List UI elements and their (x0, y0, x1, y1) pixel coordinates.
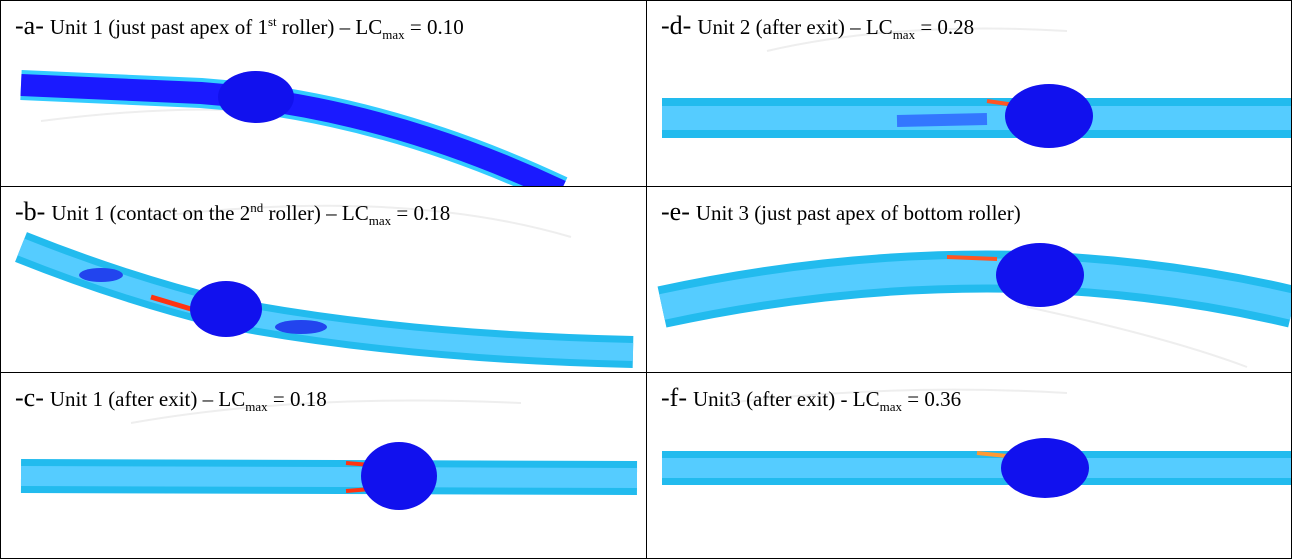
caption-text: = 0.18 (267, 387, 327, 411)
panel: -a- Unit 1 (just past apex of 1st roller)… (0, 0, 647, 187)
panel-label: -e- (661, 197, 690, 226)
caption-sub: max (245, 399, 268, 415)
caption-text: Unit 1 (contact on the 2 (51, 201, 251, 225)
contour-image (20, 70, 568, 186)
contour-image (662, 27, 1291, 148)
caption-text: = 0.28 (915, 15, 975, 39)
caption-text: Unit 3 (just past apex of bottom roller) (695, 201, 1021, 225)
panel: -b- Unit 1 (contact on the 2nd roller) – … (0, 186, 647, 373)
caption-sup: st (268, 14, 277, 29)
caption-sub: max (879, 399, 902, 415)
caption-text: = 0.36 (901, 387, 962, 411)
caption: -e- Unit 3 (just past apex of bottom roll… (661, 197, 1021, 227)
caption-text: = 0.10 (404, 15, 464, 39)
caption: -c- Unit 1 (after exit) – LCmax = 0.18 (15, 383, 327, 415)
caption: -d- Unit 2 (after exit) – LCmax = 0.28 (661, 11, 974, 43)
caption-sub: max (368, 213, 392, 229)
caption-text: Unit 1 (after exit) – LC (49, 387, 246, 411)
panel: -e- Unit 3 (just past apex of bottom roll… (646, 186, 1292, 373)
caption-text: Unit 2 (after exit) – LC (697, 15, 893, 39)
caption-sub: max (382, 27, 405, 43)
contour-image (662, 388, 1291, 498)
caption-text: roller) – LC (276, 15, 383, 39)
caption: -f- Unit3 (after exit) - LCmax = 0.36 (661, 383, 961, 415)
contour-image (20, 399, 638, 510)
panel-label: -a- (15, 11, 44, 40)
panel-label: -c- (15, 383, 44, 412)
panel: -d- Unit 2 (after exit) – LCmax = 0.28 (646, 0, 1292, 187)
panel-label: -f- (661, 383, 687, 412)
caption-sup: nd (250, 200, 264, 215)
panel: -f- Unit3 (after exit) - LCmax = 0.36 (646, 372, 1292, 559)
panel-label: -b- (15, 197, 46, 226)
caption: -a- Unit 1 (just past apex of 1st roller)… (15, 11, 464, 43)
caption-text: Unit 1 (just past apex of 1 (49, 15, 268, 39)
contour-image (657, 243, 1291, 368)
caption-text: roller) – LC (263, 201, 369, 225)
contour-image (15, 204, 634, 368)
panel: -c- Unit 1 (after exit) – LCmax = 0.18 (0, 372, 647, 559)
caption-text: Unit3 (after exit) - LC (692, 387, 880, 411)
panel-label: -d- (661, 11, 692, 40)
caption-text: = 0.18 (391, 201, 451, 225)
caption: -b- Unit 1 (contact on the 2nd roller) – … (15, 197, 450, 229)
caption-sub: max (892, 27, 916, 43)
